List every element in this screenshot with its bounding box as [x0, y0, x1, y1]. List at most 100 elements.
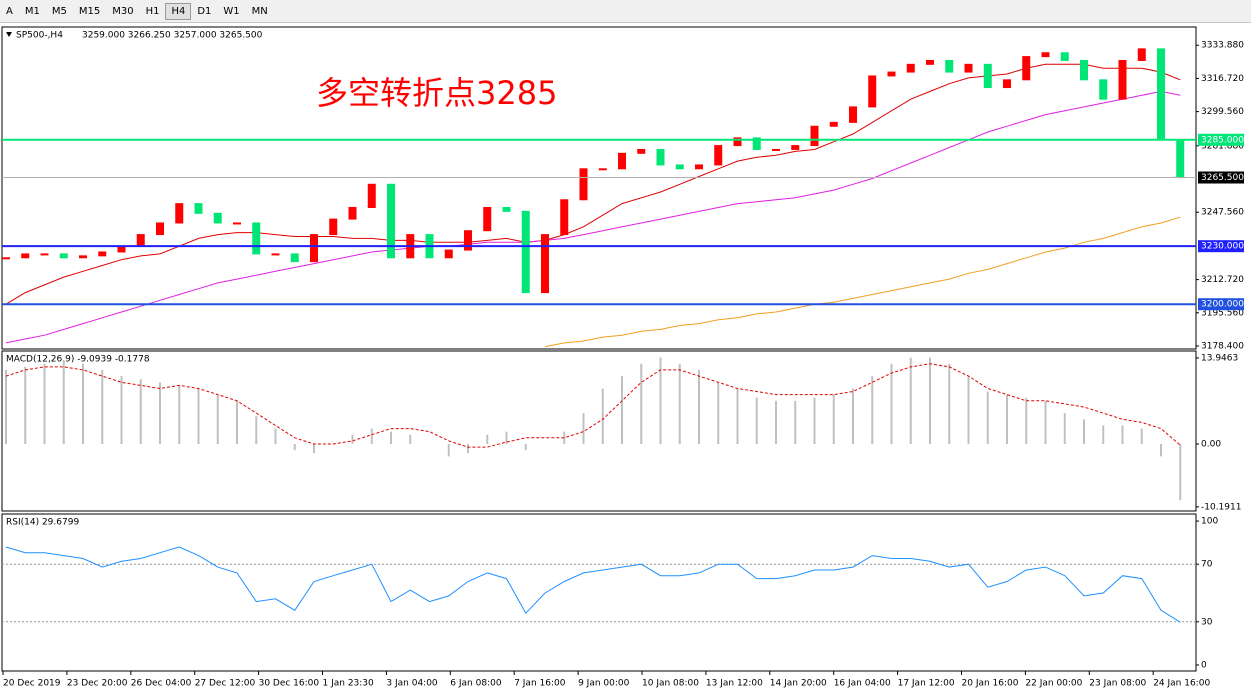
candle — [1137, 48, 1146, 61]
symbol-title: SP500-,H4 — [16, 31, 63, 41]
candle — [964, 63, 973, 73]
x-tick-label: 16 Jan 04:00 — [834, 679, 891, 689]
level-label-box — [1198, 133, 1244, 146]
x-tick-label: 6 Jan 08:00 — [450, 679, 502, 689]
candle — [1099, 79, 1108, 100]
y-tick-label: 3212.720 — [1201, 275, 1244, 285]
x-tick-label: 23 Jan 08:00 — [1089, 679, 1146, 689]
candle — [290, 253, 299, 263]
candle — [79, 255, 87, 259]
menu-arrow — [6, 32, 12, 37]
y-tick-label: 0 — [1201, 660, 1207, 670]
level-label: 3230.000 — [1201, 242, 1244, 252]
candle — [906, 63, 915, 73]
timeframe-button[interactable]: M30 — [112, 5, 134, 17]
candle — [367, 183, 376, 208]
x-tick-label: 17 Jan 12:00 — [898, 679, 955, 689]
y-tick-label: 3195.560 — [1201, 308, 1244, 318]
candle — [791, 145, 800, 150]
signal-line — [5, 363, 1181, 448]
candle — [483, 206, 492, 232]
candle — [656, 148, 665, 166]
level-label-box — [1198, 298, 1244, 311]
x-tick-label: 27 Dec 12:00 — [195, 679, 256, 689]
candle — [1118, 59, 1127, 100]
candle — [21, 253, 30, 259]
candle — [40, 253, 49, 256]
x-tick-label: 1 Jan 23:30 — [323, 679, 375, 689]
toolbar: A M1 M5 M15 M30 H1 H4 D1 W1 MN — [0, 0, 1251, 23]
candle — [579, 168, 588, 201]
y-tick-label: 70 — [1201, 560, 1213, 570]
candle — [387, 183, 395, 259]
candle — [733, 137, 742, 147]
moving-average — [5, 90, 1181, 344]
candle — [1176, 139, 1185, 179]
x-tick-label: 3 Jan 04:00 — [386, 679, 438, 689]
timeframe-button[interactable]: W1 — [223, 5, 240, 17]
timeframe-button[interactable]: H1 — [145, 5, 160, 17]
candle — [598, 168, 607, 171]
y-tick-label: 3247.560 — [1201, 208, 1244, 218]
candle — [1080, 59, 1088, 81]
candle — [714, 145, 723, 166]
candle — [1157, 48, 1165, 141]
timeframe-button[interactable]: M5 — [51, 5, 67, 17]
candle — [348, 206, 357, 220]
candle — [271, 253, 280, 256]
x-tick-label: 13 Jan 12:00 — [706, 679, 763, 689]
timeframe-button[interactable]: M15 — [78, 5, 101, 17]
candle — [868, 75, 877, 108]
panel-frame — [1, 26, 1197, 350]
y-tick-label: 100 — [1201, 517, 1218, 527]
annotation: 多空转折点3285 — [316, 74, 557, 112]
timeframe-button[interactable]: H4 — [165, 2, 192, 20]
candle — [464, 230, 472, 251]
candle — [444, 249, 453, 259]
candle — [502, 206, 511, 212]
y-tick-label: 3281.880 — [1201, 141, 1244, 151]
timeframe-button[interactable]: M1 — [24, 5, 40, 17]
rsi-line — [5, 546, 1181, 623]
timeframe-button[interactable]: D1 — [197, 5, 212, 17]
candle — [752, 137, 761, 150]
candle — [1041, 52, 1050, 58]
timeframe-button[interactable]: MN — [251, 5, 268, 17]
y-tick-label: 3333.880 — [1201, 41, 1244, 51]
moving-average — [544, 216, 1181, 348]
x-tick-label: 20 Dec 2019 — [3, 679, 61, 689]
candle — [695, 164, 703, 170]
y-tick-label: 3178.400 — [1201, 342, 1244, 352]
candle — [887, 71, 896, 77]
candle — [849, 106, 857, 123]
candle — [1022, 56, 1031, 81]
timeframe-button[interactable]: A — [6, 5, 13, 17]
y-tick-label: 0.00 — [1201, 439, 1221, 449]
candle — [1060, 52, 1069, 61]
level-label: 3200.000 — [1201, 300, 1244, 310]
candle — [136, 234, 145, 247]
candle — [637, 148, 646, 154]
x-tick-label: 23 Dec 20:00 — [67, 679, 128, 689]
panel-frame — [1, 350, 1197, 512]
level-label: 3285.000 — [1201, 135, 1244, 145]
panel-frame — [1, 513, 1197, 672]
indicator-title: MACD(12,26,9) -9.0939 -0.1778 — [6, 355, 150, 365]
candle — [1003, 79, 1011, 89]
candle — [541, 234, 549, 294]
candle — [213, 212, 222, 224]
candle — [945, 59, 954, 73]
x-tick-label: 22 Jan 00:00 — [1025, 679, 1082, 689]
level-label-box — [1198, 171, 1244, 184]
x-tick-label: 26 Dec 04:00 — [131, 679, 192, 689]
y-tick-label: 3316.720 — [1201, 74, 1244, 84]
candle — [810, 125, 819, 147]
x-tick-label: 14 Jan 20:00 — [770, 679, 827, 689]
candle — [233, 222, 241, 225]
moving-average — [5, 63, 1181, 305]
indicator-title: RSI(14) 29.6799 — [6, 518, 79, 528]
x-tick-label: 9 Jan 00:00 — [578, 679, 630, 689]
candle — [98, 251, 107, 257]
